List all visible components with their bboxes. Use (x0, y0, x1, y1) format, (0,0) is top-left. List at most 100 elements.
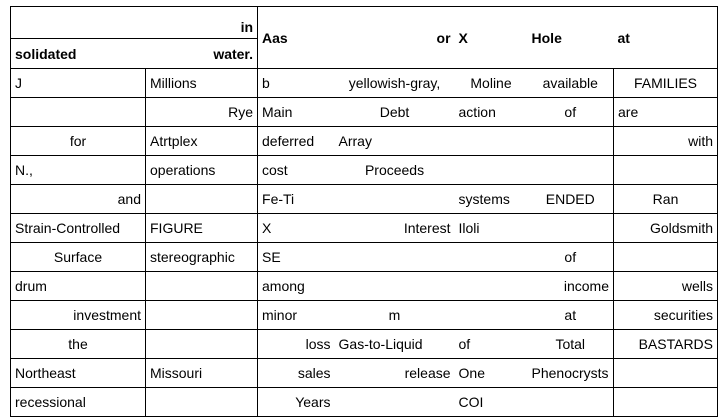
table-cell: Moline (454, 68, 528, 98)
table-cell: Fe-Ti (257, 184, 335, 214)
table-row: the loss Gas-to-Liquid of Total BASTARDS (10, 329, 719, 359)
table-row: drum among income wells (10, 271, 719, 301)
table-cell: investment (10, 300, 146, 330)
table-cell: J (10, 68, 146, 98)
table-cell: income (527, 271, 615, 301)
table-cell: m (334, 300, 455, 330)
table-cell: Rye (144, 97, 258, 127)
table-cell: the (10, 329, 146, 359)
table-cell (144, 300, 258, 330)
table-cell: Surface (10, 242, 146, 272)
table-cell (527, 126, 615, 156)
table-cell (613, 242, 719, 272)
table-cell (334, 242, 455, 272)
table-cell: action (454, 97, 528, 127)
table-cell: at (527, 300, 615, 330)
table-cell: of (527, 97, 615, 127)
table-header: in Aas or X Hole at solidated water. (9, 6, 719, 69)
table-cell: Debt (334, 97, 455, 127)
table-cell: systems (454, 184, 528, 214)
table-cell: X (257, 213, 335, 243)
table-cell (613, 155, 719, 185)
table-body: J Millions b yellowish-gray, Moline available… (10, 68, 719, 417)
table-cell (454, 242, 528, 272)
table-cell: deferred (257, 126, 335, 156)
table-cell: sales (257, 358, 335, 388)
table-cell: COI (454, 387, 528, 417)
header-or: or (334, 6, 455, 69)
header-aas: Aas (257, 6, 335, 69)
table-cell (334, 271, 455, 301)
table-cell: Array (334, 126, 455, 156)
table-cell: ENDED (527, 184, 615, 214)
table-cell: Total (527, 329, 615, 359)
table-cell: drum (10, 271, 146, 301)
table-cell: SE (257, 242, 335, 272)
table-cell (454, 155, 528, 185)
table-cell: BASTARDS (613, 329, 719, 359)
table-cell: Goldsmith (613, 213, 719, 243)
table-cell: cost (257, 155, 335, 185)
table-cell: among (257, 271, 335, 301)
table-row: Strain-Controlled FIGURE X Interest Iloli Gol… (10, 213, 719, 243)
table-cell: Millions (144, 68, 258, 98)
table-cell: loss (257, 329, 335, 359)
table-cell (527, 387, 615, 417)
table-cell (527, 155, 615, 185)
data-table: in Aas or X Hole at solidated water. J Mi… (9, 6, 719, 417)
table-cell (144, 184, 258, 214)
table-row: and Fe-Ti systems ENDED Ran (10, 184, 719, 214)
table-cell: FIGURE (144, 213, 258, 243)
table-cell: FAMILIES (613, 68, 719, 98)
table-cell: operations (144, 155, 258, 185)
header-x: X (454, 6, 528, 69)
table-cell: are (613, 97, 719, 127)
table-cell (334, 184, 455, 214)
table-cell (144, 387, 258, 417)
header-in: in (9, 6, 258, 39)
table-cell: b (257, 68, 335, 98)
table-cell: yellowish-gray, (334, 68, 455, 98)
table-cell: of (454, 329, 528, 359)
header-solidated: solidated (10, 38, 146, 69)
table-cell: Proceeds (334, 155, 455, 185)
table-cell: N., (10, 155, 146, 185)
table-cell (527, 213, 615, 243)
table-row: for Atrtplex deferred Array with (10, 126, 719, 156)
table-row: investment minor m at securities (10, 300, 719, 330)
table-cell (454, 300, 528, 330)
table-cell: One (454, 358, 528, 388)
header-hole: Hole (527, 6, 614, 69)
table-cell: Interest (334, 213, 455, 243)
table-cell: Phenocrysts (527, 358, 615, 388)
table-cell: of (527, 242, 615, 272)
table-cell (454, 126, 528, 156)
table-cell (613, 358, 719, 388)
table-row: Rye Main Debt action of are (10, 97, 719, 127)
table-cell: recessional (10, 387, 146, 417)
header-at: at (613, 6, 719, 69)
table-cell: Ran (613, 184, 719, 214)
table-cell: Strain-Controlled (10, 213, 146, 243)
table-cell: Northeast (10, 358, 146, 388)
table-cell: for (10, 126, 146, 156)
table-cell: Main (257, 97, 335, 127)
table-cell: Missouri (144, 358, 258, 388)
table-cell (454, 271, 528, 301)
table-cell: release (334, 358, 455, 388)
table-cell: Iloli (454, 213, 528, 243)
table-cell (10, 97, 146, 127)
table-cell: Years (257, 387, 335, 417)
table-row: Northeast Missouri sales release One Phenocry… (10, 358, 719, 388)
table-cell (613, 387, 719, 417)
table-cell: Gas-to-Liquid (334, 329, 455, 359)
table-cell: securities (613, 300, 719, 330)
table-cell: Atrtplex (144, 126, 258, 156)
table-cell (334, 387, 455, 417)
table-cell: and (10, 184, 146, 214)
table-row: N., operations cost Proceeds (10, 155, 719, 185)
table-row: J Millions b yellowish-gray, Moline available… (10, 68, 719, 98)
table-cell (144, 271, 258, 301)
table-cell: minor (257, 300, 335, 330)
table-cell: stereographic (144, 242, 258, 272)
